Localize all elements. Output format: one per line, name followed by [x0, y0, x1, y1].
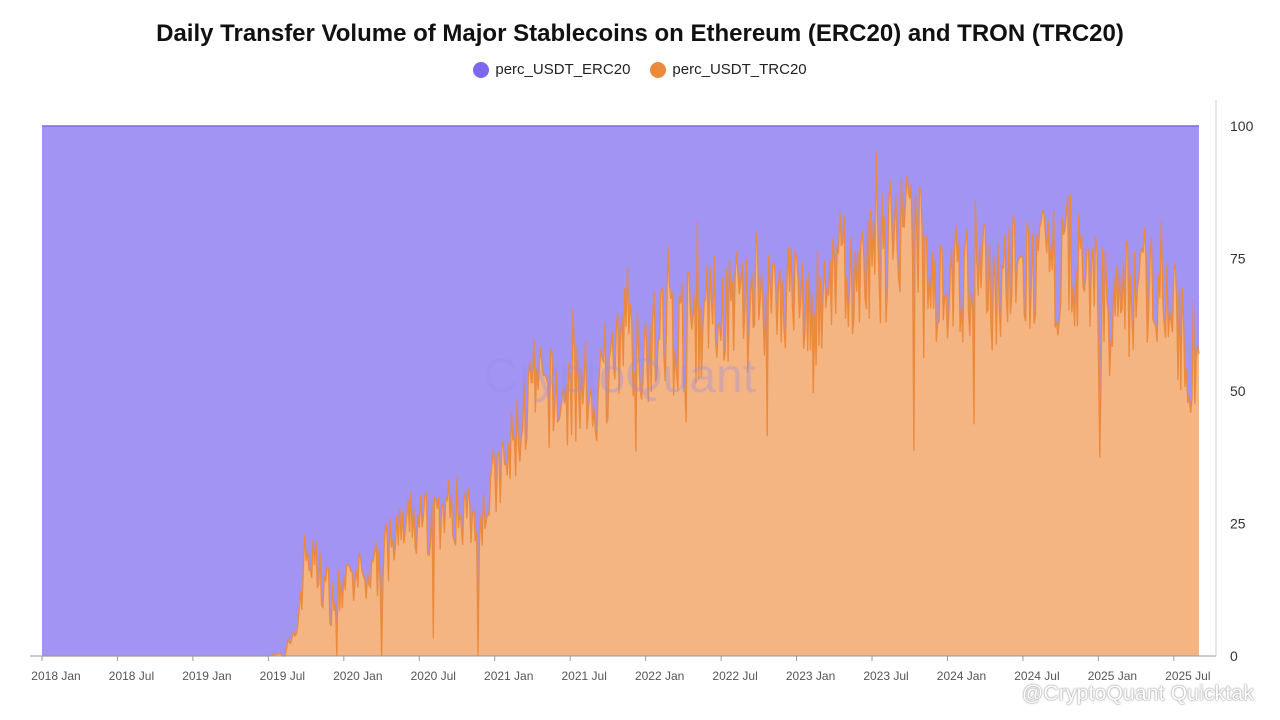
y-tick-label: 100	[1230, 118, 1254, 134]
x-tick-label: 2020 Jul	[411, 669, 456, 683]
x-tick-label: 2020 Jan	[333, 669, 382, 683]
y-tick-label: 25	[1230, 516, 1246, 532]
y-tick-label: 75	[1230, 251, 1246, 267]
x-tick-label: 2023 Jan	[786, 669, 835, 683]
x-tick-label: 2024 Jul	[1014, 669, 1059, 683]
legend: perc_USDT_ERC20 perc_USDT_TRC20	[0, 61, 1280, 78]
x-tick-label: 2025 Jan	[1088, 669, 1137, 683]
legend-swatch-erc20	[473, 61, 490, 78]
y-tick-label: 50	[1230, 383, 1246, 399]
x-tick-label: 2018 Jan	[31, 669, 80, 683]
x-tick-label: 2023 Jul	[863, 669, 908, 683]
legend-label-erc20: perc_USDT_ERC20	[495, 61, 631, 78]
x-tick-label: 2021 Jan	[484, 669, 533, 683]
x-tick-label: 2025 Jul	[1165, 669, 1210, 683]
chart-title: Daily Transfer Volume of Major Stablecoi…	[156, 20, 1124, 47]
x-tick-label: 2022 Jul	[712, 669, 757, 683]
legend-item-trc20[interactable]: perc_USDT_TRC20	[650, 61, 807, 78]
x-tick-label: 2019 Jan	[182, 669, 231, 683]
legend-item-erc20[interactable]: perc_USDT_ERC20	[473, 61, 630, 78]
x-tick-label: 2019 Jul	[260, 669, 305, 683]
x-tick-label: 2024 Jan	[937, 669, 986, 683]
x-tick-label: 2021 Jul	[562, 669, 607, 683]
trc20-area	[42, 152, 1199, 656]
legend-swatch-trc20	[650, 61, 667, 78]
x-tick-label: 2018 Jul	[109, 669, 154, 683]
x-tick-label: 2022 Jan	[635, 669, 684, 683]
y-tick-label: 0	[1230, 648, 1238, 664]
x-tick-labels: 2018 Jan 2018 Jul 2019 Jan 2019 Jul 2020 Jan…	[31, 656, 1211, 683]
credit-watermark: @CryptoQuant Quicktak	[1021, 682, 1254, 705]
legend-label-trc20: perc_USDT_TRC20	[672, 61, 807, 78]
y-tick-labels: 0 25 50 75 100	[1230, 118, 1254, 664]
watermark: CryptoQuant	[484, 350, 756, 403]
